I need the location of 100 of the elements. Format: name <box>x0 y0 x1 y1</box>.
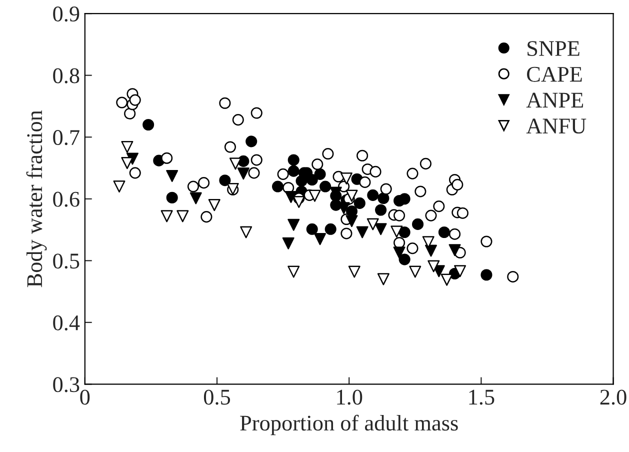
point <box>398 226 410 238</box>
point <box>456 207 468 219</box>
point <box>292 196 305 208</box>
point <box>480 236 492 248</box>
point <box>507 270 519 282</box>
point <box>359 176 371 188</box>
point <box>277 168 289 180</box>
y-axis-title: Body water fraction <box>26 110 47 288</box>
point <box>398 254 410 266</box>
point <box>448 244 461 256</box>
x-tick-label: 1.0 <box>337 390 362 405</box>
legend-label: ANFU <box>526 118 586 134</box>
point <box>284 191 297 204</box>
y-tick-label: 0.6 <box>53 192 80 207</box>
point <box>428 260 440 272</box>
point <box>348 266 360 278</box>
point <box>433 200 445 212</box>
point <box>406 168 418 180</box>
point <box>356 150 368 162</box>
point <box>250 107 262 119</box>
point <box>219 174 231 186</box>
point <box>312 158 324 170</box>
point <box>394 210 406 222</box>
point <box>187 180 200 192</box>
point <box>121 140 134 153</box>
point <box>393 246 406 259</box>
point <box>354 197 366 209</box>
point <box>129 167 141 179</box>
point <box>224 141 236 153</box>
x-tick-label: 1.5 <box>469 390 494 405</box>
point <box>288 266 300 278</box>
point <box>176 210 189 222</box>
point <box>237 168 250 180</box>
point <box>306 174 318 186</box>
point <box>370 166 382 178</box>
x-tick-label: 0.5 <box>204 390 230 405</box>
point <box>380 183 392 195</box>
point <box>324 223 336 235</box>
point <box>314 233 326 246</box>
point <box>248 167 260 179</box>
point <box>166 192 178 204</box>
point <box>306 223 318 235</box>
point <box>440 274 453 286</box>
point <box>398 193 410 205</box>
point <box>340 172 352 184</box>
point <box>414 186 426 198</box>
point <box>378 192 390 204</box>
x-axis-title: Proportion of adult mass <box>240 414 458 436</box>
point <box>229 158 242 170</box>
point <box>452 178 464 190</box>
x-tick-label: 0 <box>80 390 90 405</box>
y-tick-label: 0.7 <box>53 130 80 146</box>
point <box>377 273 390 286</box>
y-tick-label: 0.4 <box>53 315 80 330</box>
point <box>240 226 252 238</box>
point <box>232 114 244 126</box>
point <box>356 226 368 238</box>
point <box>374 223 387 236</box>
point <box>346 215 358 228</box>
point <box>409 266 422 278</box>
point <box>246 136 258 148</box>
point <box>166 170 178 182</box>
y-tick-label: 0.5 <box>53 254 80 269</box>
point <box>198 177 210 189</box>
point <box>412 218 424 230</box>
point <box>161 152 173 164</box>
legend-label: SNPE <box>528 41 580 56</box>
point <box>308 190 321 202</box>
point <box>113 180 126 193</box>
point <box>142 118 154 131</box>
point <box>420 158 432 170</box>
point <box>314 168 326 180</box>
point <box>367 189 379 201</box>
point <box>219 97 231 109</box>
point <box>200 211 212 223</box>
point <box>250 154 262 166</box>
y-tick-label: 0.9 <box>53 6 80 22</box>
point <box>425 210 437 222</box>
point <box>272 180 284 192</box>
point <box>340 228 352 240</box>
point <box>322 148 334 160</box>
point <box>288 154 300 166</box>
point <box>320 180 332 192</box>
y-tick-label: 0.8 <box>53 68 80 84</box>
point <box>366 218 379 230</box>
point <box>160 210 173 222</box>
point <box>406 242 418 254</box>
point <box>346 190 358 202</box>
point <box>390 226 403 238</box>
point <box>438 226 450 238</box>
point <box>454 265 466 278</box>
x-tick-label: 2.0 <box>600 390 626 405</box>
legend-label: ANPE <box>526 92 584 108</box>
point <box>282 237 294 250</box>
point <box>480 269 492 281</box>
point <box>129 94 141 106</box>
legend-label: CAPE <box>527 66 582 82</box>
point <box>208 199 220 212</box>
point <box>375 204 387 216</box>
point <box>124 108 136 120</box>
